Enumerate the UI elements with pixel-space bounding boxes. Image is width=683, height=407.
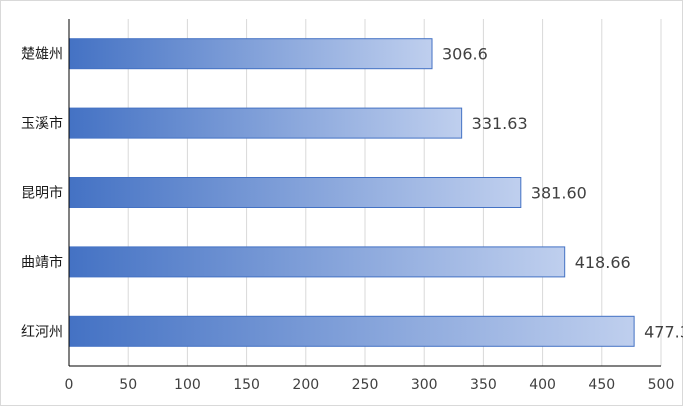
category-label: 红河州 bbox=[21, 324, 63, 340]
category-label: 玉溪市 bbox=[21, 115, 63, 132]
bar bbox=[68, 38, 433, 70]
x-tick-label: 400 bbox=[529, 377, 556, 393]
bar bbox=[68, 246, 566, 278]
x-tick-label: 100 bbox=[174, 377, 201, 393]
data-label: 331.63 bbox=[472, 114, 528, 133]
bars bbox=[68, 38, 635, 347]
data-label: 381.60 bbox=[531, 184, 587, 203]
x-tick-label: 250 bbox=[352, 377, 379, 393]
x-tick-label: 450 bbox=[588, 377, 615, 393]
axes bbox=[68, 19, 661, 367]
x-tick-label: 500 bbox=[648, 377, 675, 393]
data-label: 418.66 bbox=[575, 253, 631, 272]
x-tick-label: 150 bbox=[233, 377, 260, 393]
category-label: 昆明市 bbox=[21, 185, 63, 202]
x-tick-label: 50 bbox=[119, 377, 137, 393]
bar bbox=[68, 177, 522, 208]
category-label: 楚雄州 bbox=[21, 47, 63, 63]
bar bbox=[68, 107, 463, 139]
data-label: 306.6 bbox=[442, 45, 488, 64]
category-label: 曲靖市 bbox=[21, 254, 63, 271]
x-tick-label: 0 bbox=[65, 377, 74, 393]
data-label: 477.3 bbox=[644, 322, 683, 341]
x-tick-label: 300 bbox=[411, 377, 438, 393]
labels: 0 50 100 150 200 250 300 350 400 450 500 楚雄州 306.6 玉溪… bbox=[21, 45, 683, 393]
x-tick-label: 200 bbox=[292, 377, 319, 393]
bar bbox=[68, 315, 635, 347]
x-tick-label: 350 bbox=[470, 377, 497, 393]
